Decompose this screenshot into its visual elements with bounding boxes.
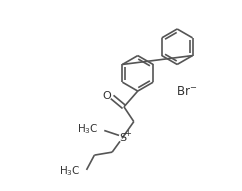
Text: O: O bbox=[103, 91, 112, 101]
Text: S: S bbox=[119, 133, 127, 143]
Text: Br$^{-}$: Br$^{-}$ bbox=[176, 85, 197, 98]
Text: +: + bbox=[124, 129, 131, 138]
Text: H$_3$C: H$_3$C bbox=[77, 123, 98, 136]
Text: H$_3$C: H$_3$C bbox=[59, 164, 81, 178]
